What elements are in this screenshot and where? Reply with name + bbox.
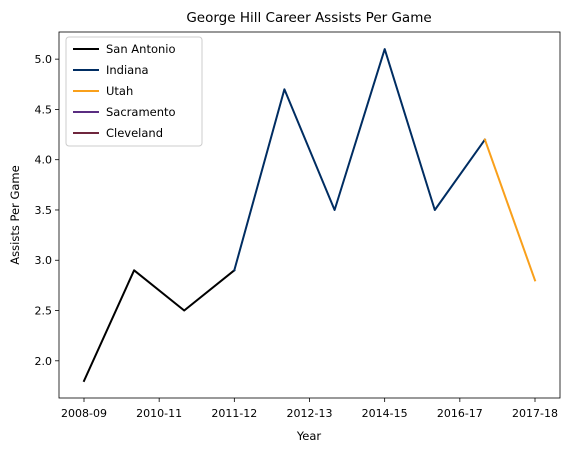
y-tick-label: 5.0 bbox=[35, 53, 53, 66]
legend-label: San Antonio bbox=[106, 42, 176, 56]
x-axis-label: Year bbox=[296, 429, 322, 443]
legend-label: Sacramento bbox=[106, 105, 176, 119]
y-axis-label: Assists Per Game bbox=[8, 165, 22, 264]
y-tick-label: 4.5 bbox=[35, 103, 53, 116]
legend-box bbox=[65, 36, 203, 147]
legend-label: Cleveland bbox=[106, 126, 163, 140]
x-tick-label: 2014-15 bbox=[362, 407, 408, 420]
y-tick-label: 4.0 bbox=[35, 154, 53, 167]
chart-title: George Hill Career Assists Per Game bbox=[186, 10, 431, 26]
series-line-2 bbox=[483, 138, 537, 282]
x-axis: 2008-09 2010-11 2011-12 2012-13 2014-15 2016-… bbox=[61, 398, 558, 420]
x-tick-label: 2008-09 bbox=[61, 407, 107, 420]
x-tick-label: 2017-18 bbox=[512, 407, 558, 420]
x-tick-label: 2010-11 bbox=[136, 407, 182, 420]
legend-label: Indiana bbox=[106, 63, 149, 77]
x-tick-label: 2016-17 bbox=[437, 407, 483, 420]
legend-label: Utah bbox=[106, 84, 133, 98]
y-axis: 2.0 2.5 3.0 3.5 4.0 4.5 5.0 bbox=[35, 53, 59, 368]
y-tick-label: 2.5 bbox=[35, 305, 53, 318]
y-tick-label: 2.0 bbox=[35, 355, 53, 368]
x-tick-label: 2012-13 bbox=[287, 407, 333, 420]
series-line-1 bbox=[233, 48, 487, 272]
legend: San Antonio Indiana Utah Sacramento Clevelan… bbox=[65, 36, 203, 147]
x-tick-label: 2011-12 bbox=[211, 407, 257, 420]
y-tick-label: 3.0 bbox=[35, 254, 53, 267]
y-tick-label: 3.5 bbox=[35, 204, 53, 217]
series-line-0 bbox=[82, 268, 236, 383]
series-layer bbox=[82, 48, 537, 383]
